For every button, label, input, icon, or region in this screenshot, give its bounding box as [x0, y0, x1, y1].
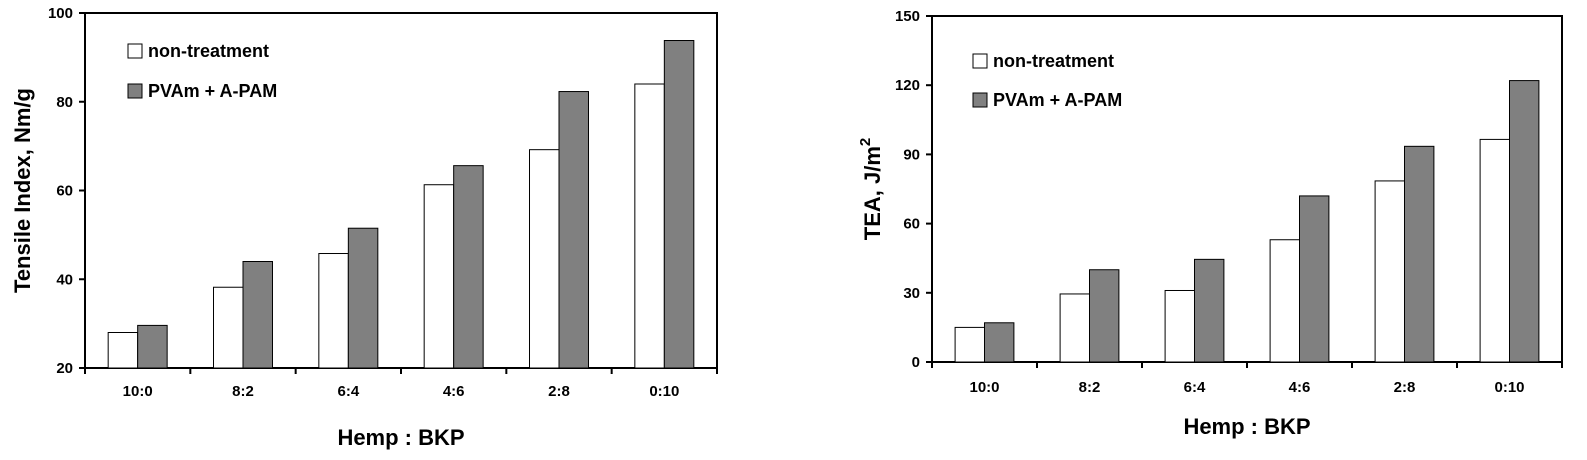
y-tick-label: 60: [903, 216, 920, 233]
x-axis-title: Hemp : BKP: [1183, 414, 1310, 439]
bar-non-treatment: [1479, 138, 1510, 363]
chart-svg: 20 40 60 80 100 10:0 8:2 6:4 4:6 2:8 0:10 Hemp : BK…: [10, 5, 718, 450]
bar-non-treatment: [423, 184, 455, 369]
legend-label: PVAm + A-PAM: [993, 90, 1122, 110]
x-tick-label: 6:4: [337, 383, 359, 400]
legend-label: non-treatment: [148, 41, 269, 61]
bar-pvam-apam: [984, 322, 1015, 363]
y-tick-label: 40: [56, 271, 73, 288]
y-axis-title: TEA, J/m2: [857, 138, 885, 240]
legend-label: PVAm + A-PAM: [148, 81, 277, 101]
y-tick-label: 0: [912, 354, 920, 371]
bar-non-treatment: [107, 332, 139, 369]
bar-non-treatment: [213, 286, 244, 369]
bar-pvam-apam: [1089, 269, 1120, 363]
x-tick-label: 8:2: [232, 383, 254, 400]
bar-non-treatment: [1059, 293, 1091, 363]
bar-pvam-apam: [347, 227, 379, 369]
y-tick-label: 90: [903, 146, 920, 163]
chart-tensile-index: 20 40 60 80 100 10:0 8:2 6:4 4:6 2:8 0:10 Hemp : BK…: [0, 0, 760, 460]
bar-pvam-apam: [137, 324, 168, 369]
x-tick-label: 4:6: [1289, 379, 1311, 396]
bar-pvam-apam: [453, 165, 484, 369]
x-tick-label: 4:6: [443, 383, 465, 400]
bar-pvam-apam: [242, 261, 273, 369]
bar-pvam-apam: [1299, 195, 1330, 363]
bar-non-treatment: [1164, 289, 1196, 363]
x-tick-label: 8:2: [1079, 379, 1101, 396]
bar-non-treatment: [1269, 239, 1301, 363]
y-tick-label: 60: [56, 183, 73, 200]
y-tick-label: 30: [903, 285, 920, 302]
bar-non-treatment: [1374, 180, 1405, 363]
bar-non-treatment: [318, 253, 349, 369]
y-axis-title: Tensile Index, Nm/g: [10, 88, 35, 293]
chart-svg: 0 30 60 90 120 150 10:0 8:2 6:4 4:6 2:8 0:10 Hemp : …: [857, 8, 1563, 439]
y-tick-label: 150: [895, 8, 920, 25]
bar-pvam-apam: [558, 91, 589, 369]
bar-pvam-apam: [1509, 80, 1540, 363]
legend-label: non-treatment: [993, 51, 1114, 71]
legend-swatch: [972, 53, 988, 69]
bar-non-treatment: [634, 83, 665, 369]
legend-swatch: [972, 92, 988, 108]
x-tick-label: 0:10: [649, 383, 679, 400]
y-tick-label: 100: [48, 5, 73, 22]
y-tick-label: 20: [56, 360, 73, 377]
x-tick-label: 2:8: [548, 383, 570, 400]
plot-area: [84, 12, 718, 369]
bar-non-treatment: [529, 149, 560, 369]
y-tick-label: 80: [56, 94, 73, 111]
bar-pvam-apam: [663, 40, 695, 369]
bar-pvam-apam: [1194, 258, 1225, 363]
x-axis-title: Hemp : BKP: [337, 425, 464, 450]
bar-pvam-apam: [1404, 145, 1435, 363]
x-tick-label: 6:4: [1184, 379, 1206, 396]
x-tick-label: 10:0: [123, 383, 153, 400]
legend-swatch: [127, 43, 143, 59]
bar-non-treatment: [954, 326, 985, 363]
x-tick-label: 10:0: [969, 379, 999, 396]
x-tick-label: 2:8: [1394, 379, 1416, 396]
x-tick-label: 0:10: [1494, 379, 1524, 396]
legend-swatch: [127, 83, 143, 99]
y-tick-label: 120: [895, 77, 920, 94]
chart-tea: 0 30 60 90 120 150 10:0 8:2 6:4 4:6 2:8 0:10 Hemp : …: [840, 0, 1587, 460]
